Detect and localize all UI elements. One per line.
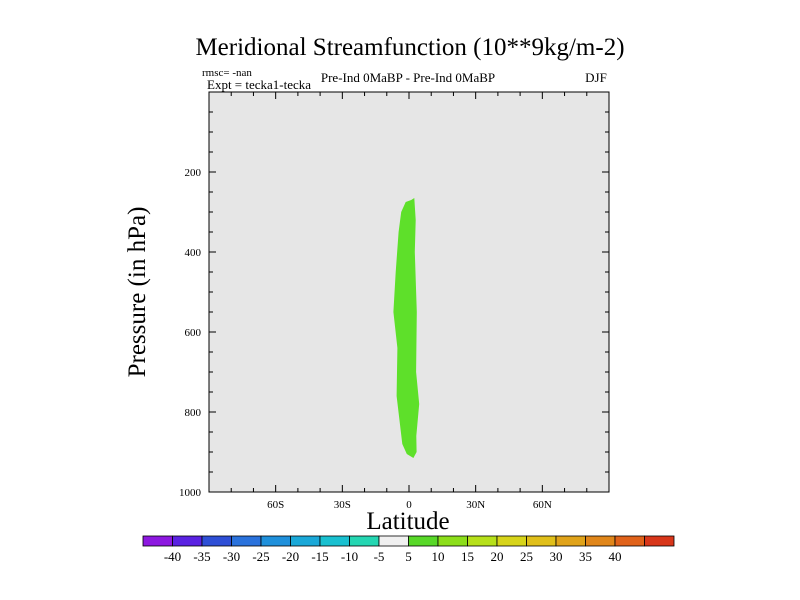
y-axis-label: Pressure (in hPa) (124, 207, 151, 378)
y-tick-label: 800 (185, 407, 202, 419)
x-tick-label: 60S (267, 499, 284, 511)
colorbar-label: -15 (311, 549, 328, 564)
chart-title: Meridional Streamfunction (10**9kg/m-2) (195, 34, 624, 61)
colorbar-swatch (614, 535, 645, 547)
colorbar-swatch (467, 535, 498, 547)
x-axis-ticks: 60S 30S 0 30N 60N (208, 92, 610, 511)
x-tick-label: 30N (466, 499, 485, 511)
colorbar-label: 30 (550, 549, 563, 564)
rmsc-label: rmsc= -nan (202, 67, 252, 79)
colorbar-label: -30 (223, 549, 240, 564)
colorbar-swatch (319, 535, 350, 547)
x-tick-label: 0 (406, 499, 412, 511)
x-tick-label: 30S (334, 499, 351, 511)
y-tick-label: 400 (185, 247, 202, 259)
colorbar-label: 25 (520, 549, 533, 564)
colorbar-swatch (644, 535, 675, 547)
colorbar-swatch (231, 535, 262, 547)
colorbar-swatch (349, 535, 380, 547)
colorbar-swatch (585, 535, 616, 547)
colorbar-label: 15 (461, 549, 474, 564)
colorbar-swatch (172, 535, 203, 547)
colorbar-swatch (555, 535, 586, 547)
colorbar-swatch (526, 535, 557, 547)
colorbar-swatch (142, 535, 173, 547)
y-axis-ticks: 200 400 600 800 1000 (179, 91, 609, 499)
season-label: DJF (585, 70, 607, 85)
colorbar-swatch (496, 535, 527, 547)
colorbar-label: 5 (405, 549, 412, 564)
colorbar-swatch (408, 535, 439, 547)
colorbar-swatch (290, 535, 321, 547)
colorbar: -40 -35 -30 -25 -20 -15 -10 -5 5 10 15 20 25 30 35 40 (142, 535, 675, 564)
colorbar-swatch (378, 535, 409, 547)
colorbar-label: -25 (252, 549, 269, 564)
colorbar-swatch (437, 535, 468, 547)
colorbar-label: -20 (282, 549, 299, 564)
chart-subtitle: Pre-Ind 0MaBP - Pre-Ind 0MaBP (321, 70, 495, 85)
x-axis-label: Latitude (366, 508, 449, 535)
colorbar-label: -35 (193, 549, 210, 564)
y-tick-label: 200 (185, 167, 202, 179)
colorbar-label: -40 (164, 549, 181, 564)
expt-label: Expt = tecka1-tecka (207, 77, 311, 92)
colorbar-label: 10 (432, 549, 445, 564)
colorbar-swatch (201, 535, 232, 547)
colorbar-swatch (260, 535, 291, 547)
colorbar-label: -5 (374, 549, 385, 564)
colorbar-label: 40 (609, 549, 622, 564)
colorbar-label: 20 (491, 549, 504, 564)
colorbar-label: 35 (579, 549, 592, 564)
colorbar-label: -10 (341, 549, 358, 564)
y-tick-label: 600 (185, 327, 202, 339)
filled-contour-region (393, 198, 420, 458)
y-tick-label: 1000 (179, 487, 202, 499)
x-tick-label: 60N (533, 499, 552, 511)
